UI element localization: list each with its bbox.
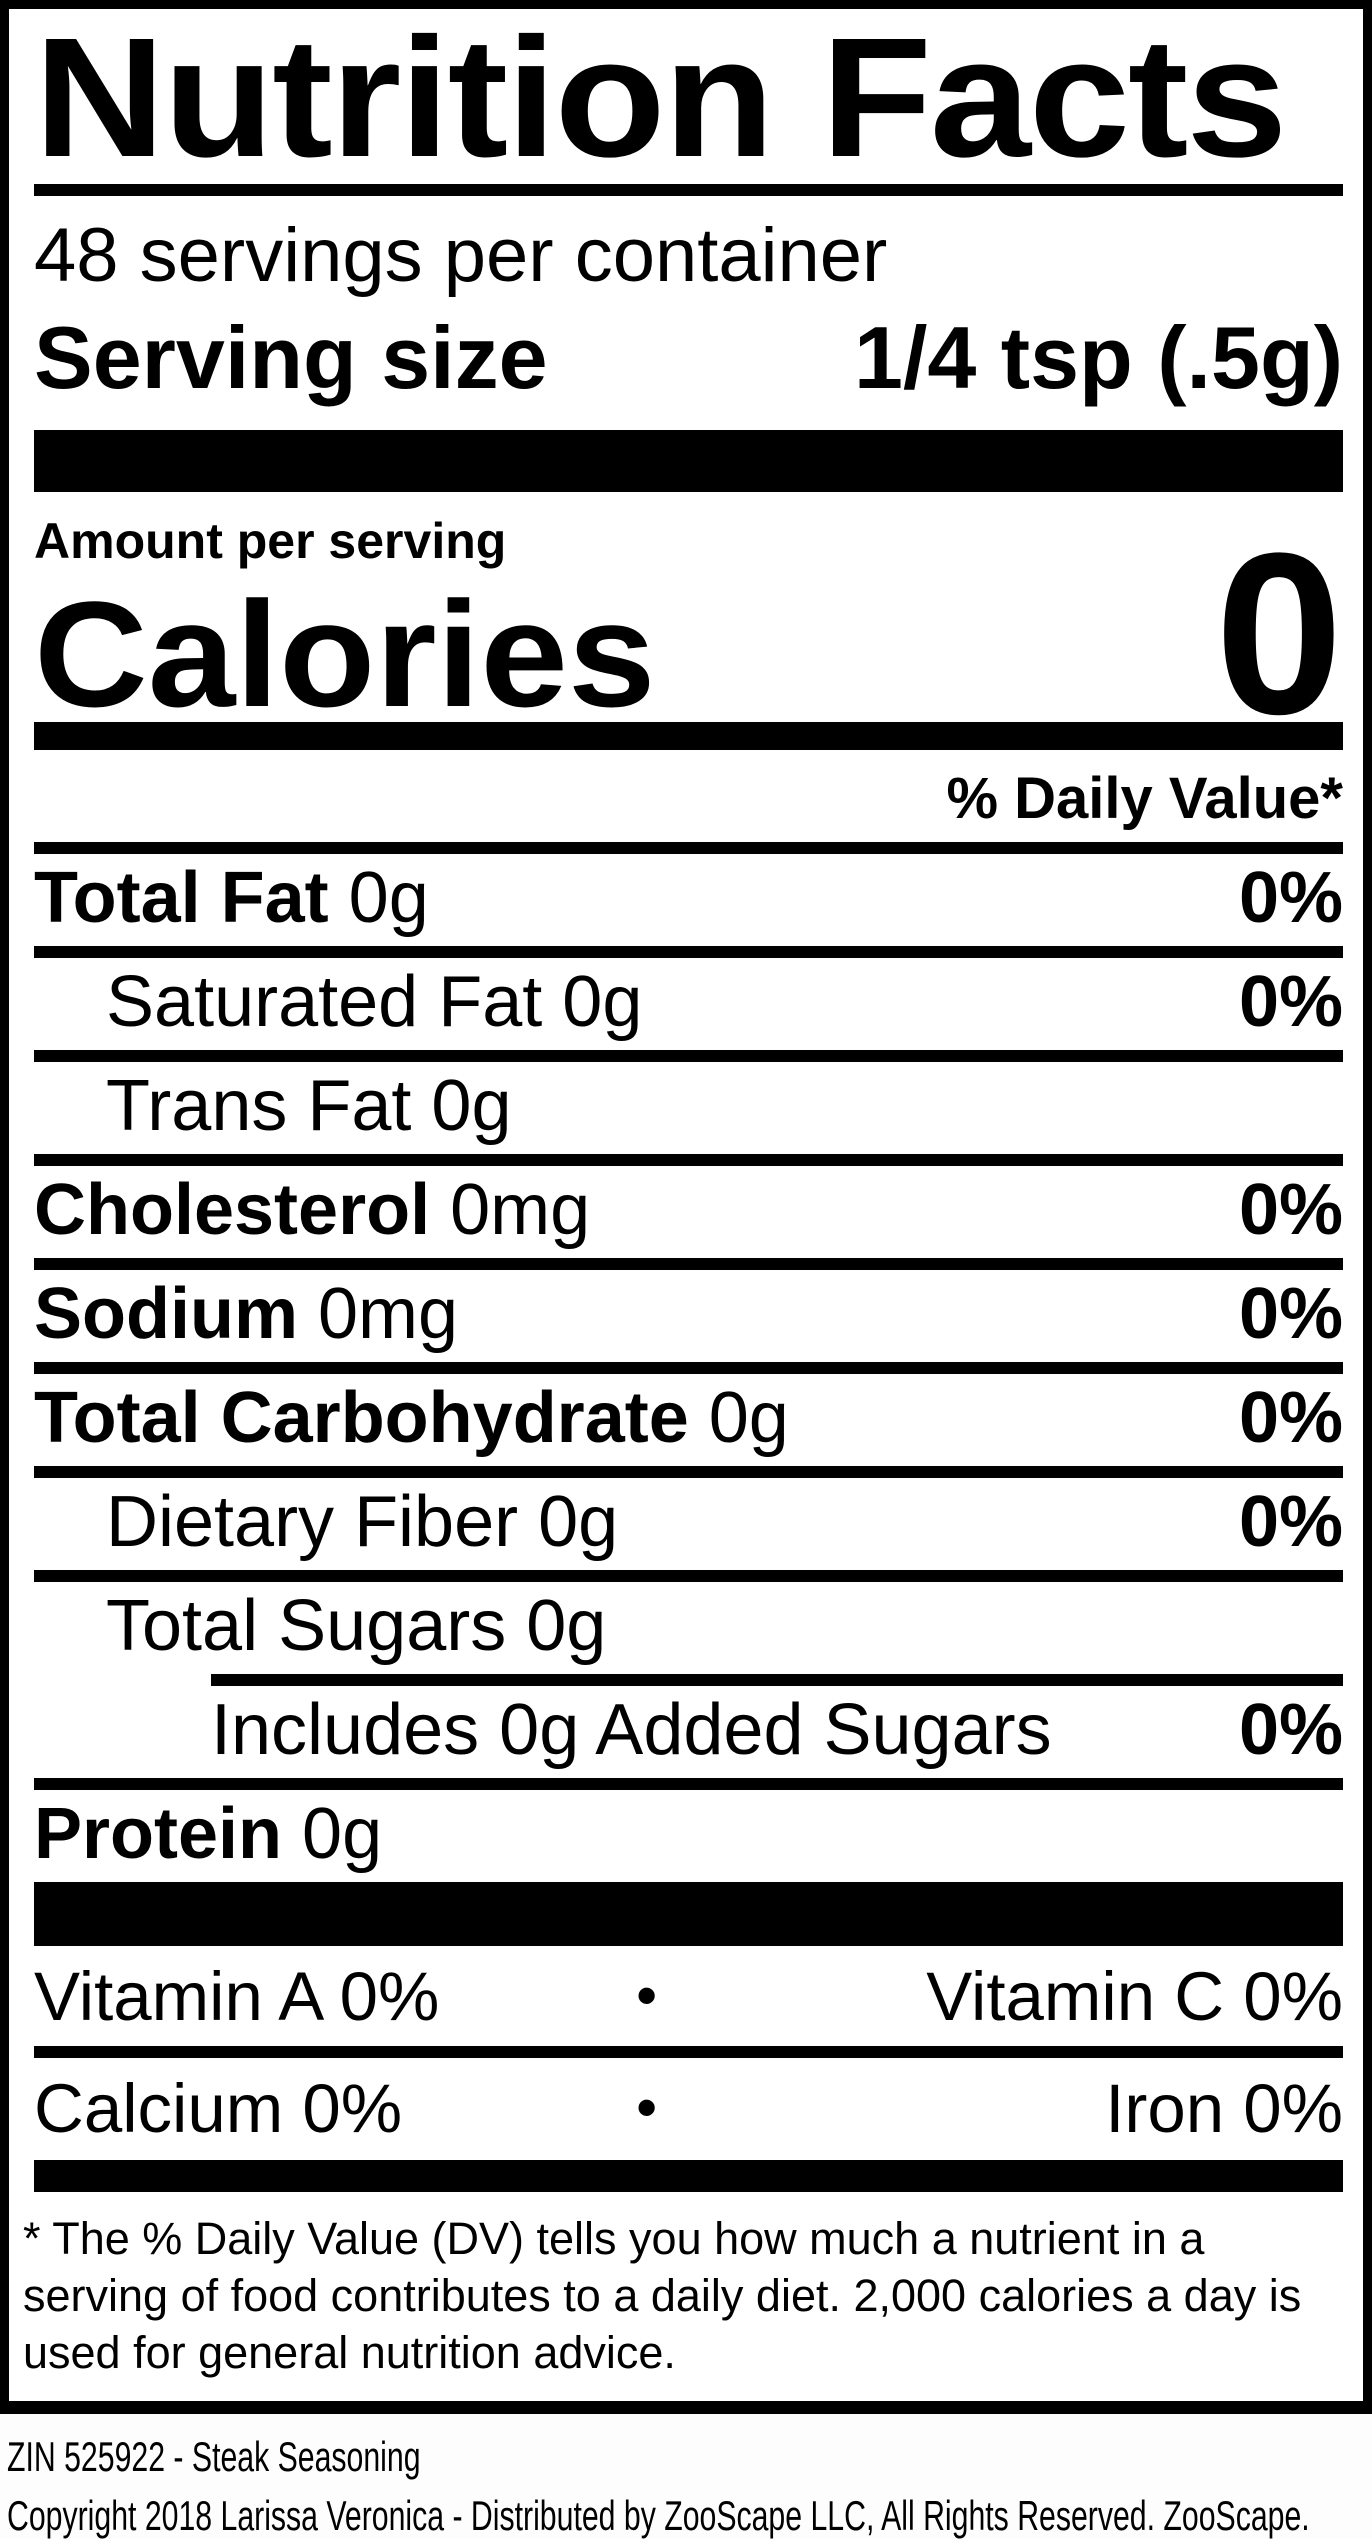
nutrient-name-amount: Total Fat 0g [34,862,429,934]
section-bar-vitamins [34,1881,1343,1946]
nutrient-amount: 0g [282,1793,383,1874]
nutrient-row: Total Carbohydrate 0g 0% [34,1374,1343,1466]
nutrient-name-amount: Total Carbohydrate 0g [34,1382,789,1454]
nutrient-name: Total Carbohydrate [34,1377,689,1458]
nutrient-name-amount: Sodium 0mg [34,1278,458,1350]
nutrient-row: Trans Fat 0g [34,1062,1343,1154]
nutrient-name: Trans Fat [106,1065,412,1146]
nutrient-daily-value: 0% [1238,1273,1343,1354]
nutrient-name-amount: Saturated Fat 0g [34,966,642,1038]
nutrient-row: Dietary Fiber 0g 0% [34,1478,1343,1570]
nutrient-row: Total Sugars 0g [34,1582,1343,1674]
serving-size-row: Serving size 1/4 tsp (.5g) [34,307,1343,407]
footer: ZIN 525922 - Steak Seasoning Copyright 2… [7,2432,1372,2539]
micronutrient-row: Vitamin A 0% • Vitamin C 0% [34,1946,1343,2046]
nutrient-daily-value: 0% [1238,1481,1343,1562]
nutrient-amount: 0g [328,857,429,938]
nutrient-row: Total Fat 0g 0% [34,854,1343,946]
nutrient-rows: Total Fat 0g 0% Saturated Fat 0g 0% Trans Fa… [34,841,1343,1882]
micronutrient-rows: Vitamin A 0% • Vitamin C 0% Calcium 0% • Iron… [34,1946,1343,2158]
row-separator [34,1049,1343,1062]
row-separator [34,1153,1343,1166]
servings-per-container: 48 servings per container [34,212,888,298]
nutrient-name: Includes 0g Added Sugars [211,1689,1052,1770]
micronutrient-right: Iron 0% [1105,2069,1343,2147]
micronutrient-right: Vitamin C 0% [926,1957,1343,2035]
nutrient-name: Protein [34,1793,283,1874]
micronutrient-row: Calcium 0% • Iron 0% [34,2058,1343,2158]
nutrient-row: Protein 0g [34,1790,1343,1882]
nutrient-name: Saturated Fat [106,961,543,1042]
daily-value-footnote: * The % Daily Value (DV) tells you how m… [23,2212,1302,2378]
row-separator [34,1257,1343,1270]
row-separator [34,841,1343,854]
nutrient-amount: 0g [688,1377,789,1458]
nutrient-row: Saturated Fat 0g 0% [34,958,1343,1050]
nutrient-amount: 0g [542,961,643,1042]
nutrient-name-amount: Total Sugars 0g [34,1590,606,1662]
nutrient-row: Includes 0g Added Sugars 0% [34,1686,1343,1778]
nutrient-row: Sodium 0mg 0% [34,1270,1343,1362]
daily-value-header: % Daily Value* [946,765,1343,831]
micronutrient-left: Vitamin A 0% [34,1957,440,2035]
nutrient-daily-value: 0% [1238,1377,1343,1458]
nutrient-name: Cholesterol [34,1169,431,1250]
nutrient-daily-value: 0% [1238,1689,1343,1770]
nutrient-amount: 0mg [430,1169,591,1250]
nutrient-daily-value: 0% [1238,857,1343,938]
nutrient-name: Sodium [34,1273,298,1354]
nutrient-amount: 0mg [298,1273,459,1354]
nutrient-amount: 0g [411,1065,512,1146]
row-separator [34,1361,1343,1374]
serving-size-label: Serving size [34,307,548,407]
serving-size-value: 1/4 tsp (.5g) [854,307,1343,407]
micronutrient-left: Calcium 0% [34,2069,403,2147]
section-bar-top [34,429,1343,492]
bullet-separator: • [636,2073,658,2141]
nutrient-row: Cholesterol 0mg 0% [34,1166,1343,1258]
nutrient-name-amount: Cholesterol 0mg [34,1174,590,1246]
nutrient-daily-value: 0% [1238,1169,1343,1250]
row-separator [34,1569,1343,1582]
row-separator [34,945,1343,958]
row-separator [34,1777,1343,1790]
section-bar-footnote [34,2159,1343,2192]
row-separator [211,1673,1343,1686]
calories-row: Calories 0 [34,518,1343,748]
nutrient-amount: 0g [518,1481,619,1562]
nutrient-name: Total Sugars [106,1585,507,1666]
section-bar-calories [34,721,1343,750]
bullet-separator: • [636,1961,658,2029]
nutrition-facts-label: Nutrition Facts 48 servings per containe… [0,0,1372,2414]
nutrient-amount: 0g [506,1585,607,1666]
calories-value: 0 [1215,504,1343,762]
nutrient-name: Dietary Fiber [106,1481,519,1562]
row-separator [34,1465,1343,1478]
amount-per-serving-label: Amount per serving [34,512,507,569]
nutrient-daily-value: 0% [1238,961,1343,1042]
nutrient-name-amount: Dietary Fiber 0g [34,1486,618,1558]
product-id-line: ZIN 525922 - Steak Seasoning [7,2432,421,2480]
title-rule [34,183,1343,196]
nutrient-name-amount: Trans Fat 0g [34,1070,512,1142]
nutrient-name: Total Fat [34,857,329,938]
nutrient-name-amount: Includes 0g Added Sugars [34,1694,1052,1766]
row-separator [34,2045,1343,2058]
calories-label: Calories [34,570,656,739]
nutrient-name-amount: Protein 0g [34,1798,382,1870]
label-title: Nutrition Facts [34,3,1287,193]
